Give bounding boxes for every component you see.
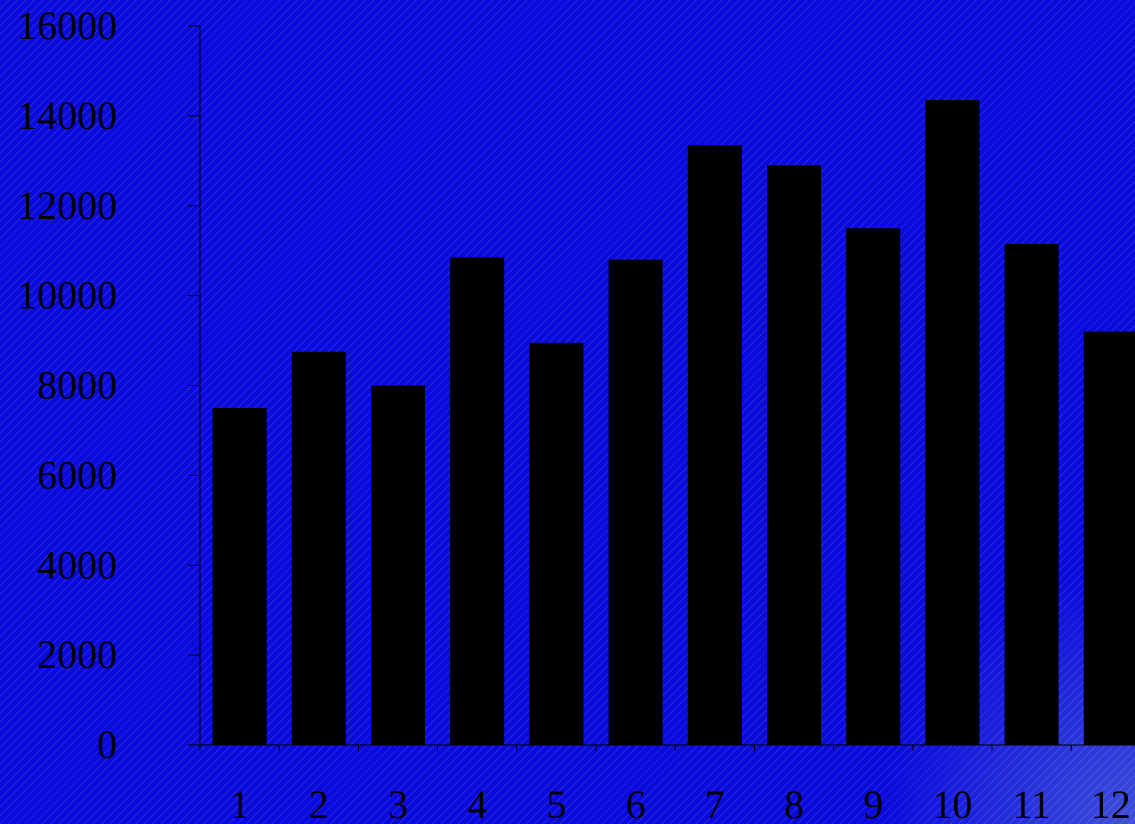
- y-tick-label: 0: [97, 722, 117, 767]
- bar-9: [846, 228, 901, 745]
- x-tick-label: 3: [388, 782, 408, 824]
- y-tick-label: 6000: [37, 452, 117, 497]
- y-tick-label: 8000: [37, 363, 117, 408]
- bar-2: [291, 351, 346, 745]
- bar-11: [1004, 243, 1059, 745]
- y-axis-ticks: [188, 25, 200, 746]
- bar-6: [608, 259, 663, 745]
- bar-7: [687, 145, 742, 746]
- x-axis-ticks: [199, 745, 1072, 751]
- x-tick-label: 12: [1091, 782, 1131, 824]
- x-tick-label: 2: [309, 782, 329, 824]
- bar-5: [529, 342, 584, 745]
- bars: [212, 100, 1135, 746]
- bar-10: [925, 100, 980, 746]
- x-tick-label: 9: [863, 782, 883, 824]
- y-tick-label: 10000: [17, 273, 117, 318]
- y-tick-label: 12000: [17, 183, 117, 228]
- bar-3: [371, 385, 425, 745]
- x-tick-label: 4: [467, 782, 487, 824]
- y-tick-label: 2000: [37, 632, 117, 677]
- x-axis-labels: 1 2 3 4 5 6 7 8 9 10 11 12: [230, 782, 1131, 824]
- x-tick-label: 5: [546, 782, 566, 824]
- y-tick-label: 14000: [17, 93, 117, 138]
- x-tick-label: 7: [705, 782, 725, 824]
- y-tick-label: 4000: [37, 542, 117, 587]
- x-tick-label: 6: [626, 782, 646, 824]
- bar-12: [1083, 331, 1135, 745]
- y-axis-labels: 0 2000 4000 6000 8000 10000 12000 14000 16000: [17, 3, 117, 767]
- bar-1: [212, 407, 267, 745]
- y-tick-label: 16000: [17, 3, 117, 48]
- bar-8: [767, 165, 821, 745]
- x-tick-label: 11: [1012, 782, 1051, 824]
- x-tick-label: 1: [230, 782, 250, 824]
- x-tick-label: 8: [784, 782, 804, 824]
- bar-4: [450, 257, 505, 745]
- x-tick-label: 10: [932, 782, 972, 824]
